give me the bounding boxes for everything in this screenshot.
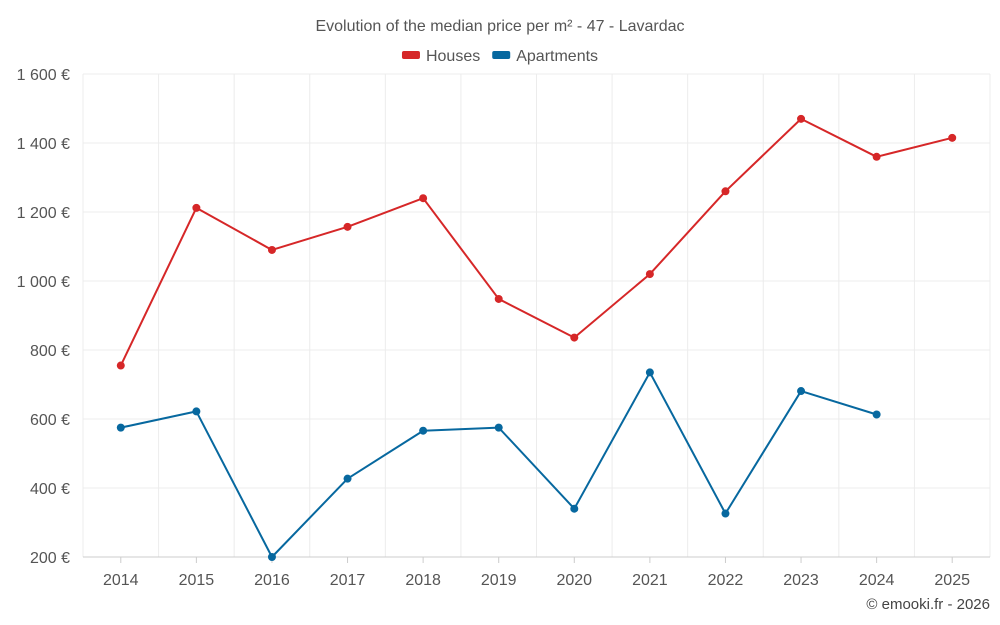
y-tick-label: 800 € bbox=[30, 343, 70, 360]
legend-item-apartments[interactable]: Apartments bbox=[492, 48, 598, 65]
chart-title: Evolution of the median price per m² - 4… bbox=[315, 18, 684, 35]
x-tick-label: 2024 bbox=[859, 572, 895, 589]
legend-item-houses[interactable]: Houses bbox=[401, 48, 480, 65]
y-tick-label: 600 € bbox=[30, 412, 70, 429]
houses-point-2020[interactable] bbox=[570, 333, 579, 342]
series-houses bbox=[116, 114, 957, 370]
x-tick-label: 2022 bbox=[708, 572, 744, 589]
y-tick-label: 1 000 € bbox=[17, 274, 70, 291]
apartments-point-2018[interactable] bbox=[419, 426, 428, 435]
y-tick-label: 400 € bbox=[30, 481, 70, 498]
houses-point-2014[interactable] bbox=[116, 361, 125, 370]
apartments-point-2014[interactable] bbox=[116, 423, 125, 432]
houses-point-2023[interactable] bbox=[797, 114, 806, 123]
houses-point-2025[interactable] bbox=[948, 133, 957, 142]
houses-point-2024[interactable] bbox=[872, 152, 881, 161]
apartments-point-2017[interactable] bbox=[343, 474, 352, 483]
houses-point-2018[interactable] bbox=[419, 194, 428, 203]
apartments-point-2022[interactable] bbox=[721, 509, 730, 518]
series-apartments bbox=[116, 368, 881, 561]
houses-point-2017[interactable] bbox=[343, 222, 352, 231]
series-line-houses[interactable] bbox=[119, 117, 953, 366]
x-axis: 2014 2015 2016 2017 2018 2019 2020 2021 2022 2023… bbox=[83, 556, 990, 589]
houses-point-2015[interactable] bbox=[192, 203, 201, 212]
houses-point-2016[interactable] bbox=[267, 245, 276, 254]
houses-point-2021[interactable] bbox=[645, 270, 654, 279]
y-tick-label: 200 € bbox=[30, 550, 70, 567]
legend-label: Houses bbox=[426, 48, 480, 65]
x-tick-label: 2023 bbox=[783, 572, 819, 589]
legend-swatch bbox=[492, 51, 511, 59]
apartments-point-2023[interactable] bbox=[797, 387, 806, 396]
x-tick-label: 2015 bbox=[179, 572, 215, 589]
series-group bbox=[116, 114, 957, 561]
y-tick-label: 1 200 € bbox=[17, 205, 70, 222]
apartments-point-2024[interactable] bbox=[872, 410, 881, 419]
x-tick-label: 2017 bbox=[330, 572, 366, 589]
x-tick-label: 2018 bbox=[405, 572, 441, 589]
credit-text: © emooki.fr - 2026 bbox=[866, 596, 990, 613]
legend-swatch bbox=[401, 51, 420, 59]
x-tick-label: 2016 bbox=[254, 572, 290, 589]
x-tick-label: 2020 bbox=[556, 572, 592, 589]
houses-point-2022[interactable] bbox=[721, 187, 730, 196]
y-tick-label: 1 600 € bbox=[17, 67, 70, 84]
y-tick-label: 1 400 € bbox=[17, 136, 70, 153]
x-tick-label: 2021 bbox=[632, 572, 668, 589]
apartments-point-2016[interactable] bbox=[267, 553, 276, 561]
x-tick-label: 2025 bbox=[934, 572, 970, 589]
grid-lines bbox=[82, 73, 991, 558]
legend-label: Apartments bbox=[516, 48, 598, 65]
legend[interactable]: Houses Apartments bbox=[401, 48, 598, 65]
x-tick-label: 2014 bbox=[103, 572, 139, 589]
y-axis: 200 € 400 € 600 € 800 € 1 000 € 1 200 € 1 400 … bbox=[17, 67, 70, 567]
apartments-point-2021[interactable] bbox=[645, 368, 654, 377]
apartments-point-2015[interactable] bbox=[192, 407, 201, 416]
houses-point-2019[interactable] bbox=[494, 294, 503, 303]
x-tick-label: 2019 bbox=[481, 572, 517, 589]
apartments-point-2019[interactable] bbox=[494, 423, 503, 432]
apartments-point-2020[interactable] bbox=[570, 504, 579, 513]
